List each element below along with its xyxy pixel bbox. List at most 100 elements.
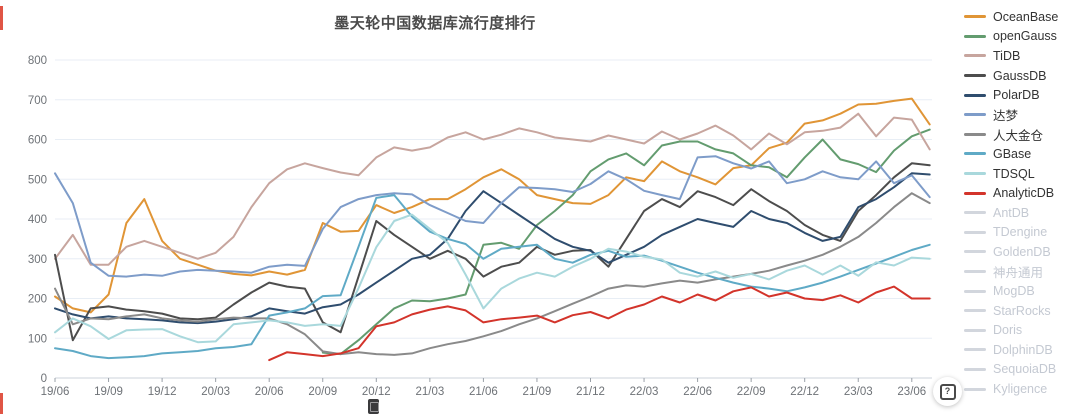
x-axis-label-21/12: 21/12 [576, 386, 605, 398]
legend-swatch-Kyligence [964, 387, 986, 391]
legend-swatch-GaussDB [964, 74, 986, 78]
legend-swatch-人大金仓 [964, 132, 986, 136]
legend-item-神舟通用[interactable]: 神舟通用 [964, 262, 1076, 282]
series-line-TDSQL[interactable] [54, 213, 931, 344]
legend-label: PolarDB [993, 88, 1040, 103]
legend-item-SequoiaDB[interactable]: SequoiaDB [964, 360, 1076, 380]
series-line-PolarDB[interactable] [54, 172, 931, 325]
legend-label: GoldenDB [993, 244, 1051, 259]
legend-label: MogDB [993, 284, 1035, 299]
legend-swatch-神舟通用 [964, 270, 986, 274]
x-axis-label-21/06: 21/06 [469, 386, 498, 398]
legend-label: AnalyticDB [993, 186, 1055, 201]
chart-legend: OceanBase openGauss TiDB GaussDB PolarDB 达梦人大… [964, 7, 1076, 399]
legend-label: Doris [993, 323, 1023, 338]
x-axis-label-22/06: 22/06 [683, 386, 712, 398]
legend-swatch-PolarDB [964, 93, 986, 97]
legend-label: 达梦 [993, 109, 1019, 124]
legend-item-AnalyticDB[interactable]: AnalyticDB [964, 183, 1076, 203]
legend-item-人大金仓[interactable]: 人大金仓 [964, 125, 1076, 145]
x-axis-label-20/03: 20/03 [201, 386, 230, 398]
series-line-人大金仓[interactable] [54, 192, 931, 356]
x-axis-label-22/03: 22/03 [630, 386, 659, 398]
series-line-TiDB[interactable] [54, 112, 931, 266]
legend-item-TDSQL[interactable]: TDSQL [964, 164, 1076, 184]
screenshot-edge-mark-bottom [0, 393, 3, 414]
x-axis-label-19/09: 19/09 [94, 386, 123, 398]
legend-label: OceanBase [993, 9, 1059, 24]
series-line-AnalyticDB[interactable] [268, 285, 931, 362]
legend-label: GBase [993, 146, 1032, 161]
legend-swatch-GoldenDB [964, 250, 986, 254]
legend-item-GoldenDB[interactable]: GoldenDB [964, 242, 1076, 262]
legend-swatch-TiDB [964, 54, 986, 58]
legend-label: AntDB [993, 205, 1030, 220]
y-axis-label-600: 600 [28, 135, 47, 147]
y-axis-label-800: 800 [28, 55, 47, 67]
legend-swatch-MogDB [964, 289, 986, 293]
legend-item-TiDB[interactable]: TiDB [964, 46, 1076, 66]
x-axis-label-22/09: 22/09 [737, 386, 766, 398]
legend-item-OceanBase[interactable]: OceanBase [964, 7, 1076, 27]
legend-item-达梦[interactable]: 达梦 [964, 105, 1076, 125]
mini-widget-icon[interactable] [368, 399, 379, 414]
x-axis-label-23/03: 23/03 [844, 386, 873, 398]
legend-swatch-达梦 [964, 113, 986, 117]
legend-swatch-DolphinDB [964, 348, 986, 352]
page-title: 墨天轮中国数据库流行度排行 [334, 15, 536, 32]
legend-item-GBase[interactable]: GBase [964, 144, 1076, 164]
x-axis-label-21/09: 21/09 [523, 386, 552, 398]
screenshot-edge-mark-top [0, 6, 3, 30]
legend-swatch-TDengine [964, 230, 986, 234]
legend-item-Kyligence[interactable]: Kyligence [964, 379, 1076, 399]
y-axis-label-500: 500 [28, 174, 47, 186]
series-line-GBase[interactable] [54, 194, 931, 360]
x-axis-label-20/09: 20/09 [308, 386, 337, 398]
x-axis-label-19/12: 19/12 [148, 386, 177, 398]
legend-swatch-openGauss [964, 34, 986, 38]
legend-item-MogDB[interactable]: MogDB [964, 281, 1076, 301]
legend-item-GaussDB[interactable]: GaussDB [964, 66, 1076, 86]
legend-item-Doris[interactable]: Doris [964, 321, 1076, 341]
legend-swatch-GBase [964, 152, 986, 156]
legend-label: TiDB [993, 48, 1021, 63]
legend-swatch-TDSQL [964, 172, 986, 176]
x-axis-label-21/03: 21/03 [415, 386, 444, 398]
legend-item-PolarDB[interactable]: PolarDB [964, 85, 1076, 105]
y-axis-label-100: 100 [28, 333, 47, 345]
legend-label: 人大金仓 [993, 128, 1044, 143]
legend-item-StarRocks[interactable]: StarRocks [964, 301, 1076, 321]
legend-label: openGauss [993, 29, 1057, 44]
legend-item-TDengine[interactable]: TDengine [964, 223, 1076, 243]
line-chart-plot[interactable]: 0 100 200 300 400 500 600 700 800 19/06 19/09 19/12… [0, 0, 960, 414]
series-line-达梦[interactable] [54, 155, 931, 278]
x-axis-label-20/06: 20/06 [255, 386, 284, 398]
legend-swatch-AntDB [964, 211, 986, 215]
series-line-OceanBase[interactable] [54, 97, 931, 314]
legend-item-AntDB[interactable]: AntDB [964, 203, 1076, 223]
y-axis-label-300: 300 [28, 254, 47, 266]
legend-swatch-Doris [964, 328, 986, 332]
y-axis-label-200: 200 [28, 294, 47, 306]
legend-item-DolphinDB[interactable]: DolphinDB [964, 340, 1076, 360]
x-axis-label-19/06: 19/06 [41, 386, 70, 398]
legend-swatch-SequoiaDB [964, 367, 986, 371]
legend-swatch-OceanBase [964, 15, 986, 19]
legend-item-openGauss[interactable]: openGauss [964, 27, 1076, 47]
x-axis-label-20/12: 20/12 [362, 386, 391, 398]
question-mark-icon: ? [939, 383, 956, 400]
legend-label: Kyligence [993, 382, 1048, 397]
help-button[interactable]: ? [933, 377, 962, 406]
y-axis-label-700: 700 [28, 95, 47, 107]
legend-label: GaussDB [993, 68, 1047, 83]
legend-label: SequoiaDB [993, 362, 1057, 377]
x-axis-label-23/06: 23/06 [897, 386, 926, 398]
y-axis-label-0: 0 [41, 373, 47, 385]
series-line-GaussDB[interactable] [54, 162, 931, 342]
legend-label: StarRocks [993, 303, 1051, 318]
y-axis-label-400: 400 [28, 214, 47, 226]
x-axis-label-22/12: 22/12 [790, 386, 819, 398]
legend-swatch-StarRocks [964, 309, 986, 313]
series-line-openGauss[interactable] [321, 128, 931, 356]
